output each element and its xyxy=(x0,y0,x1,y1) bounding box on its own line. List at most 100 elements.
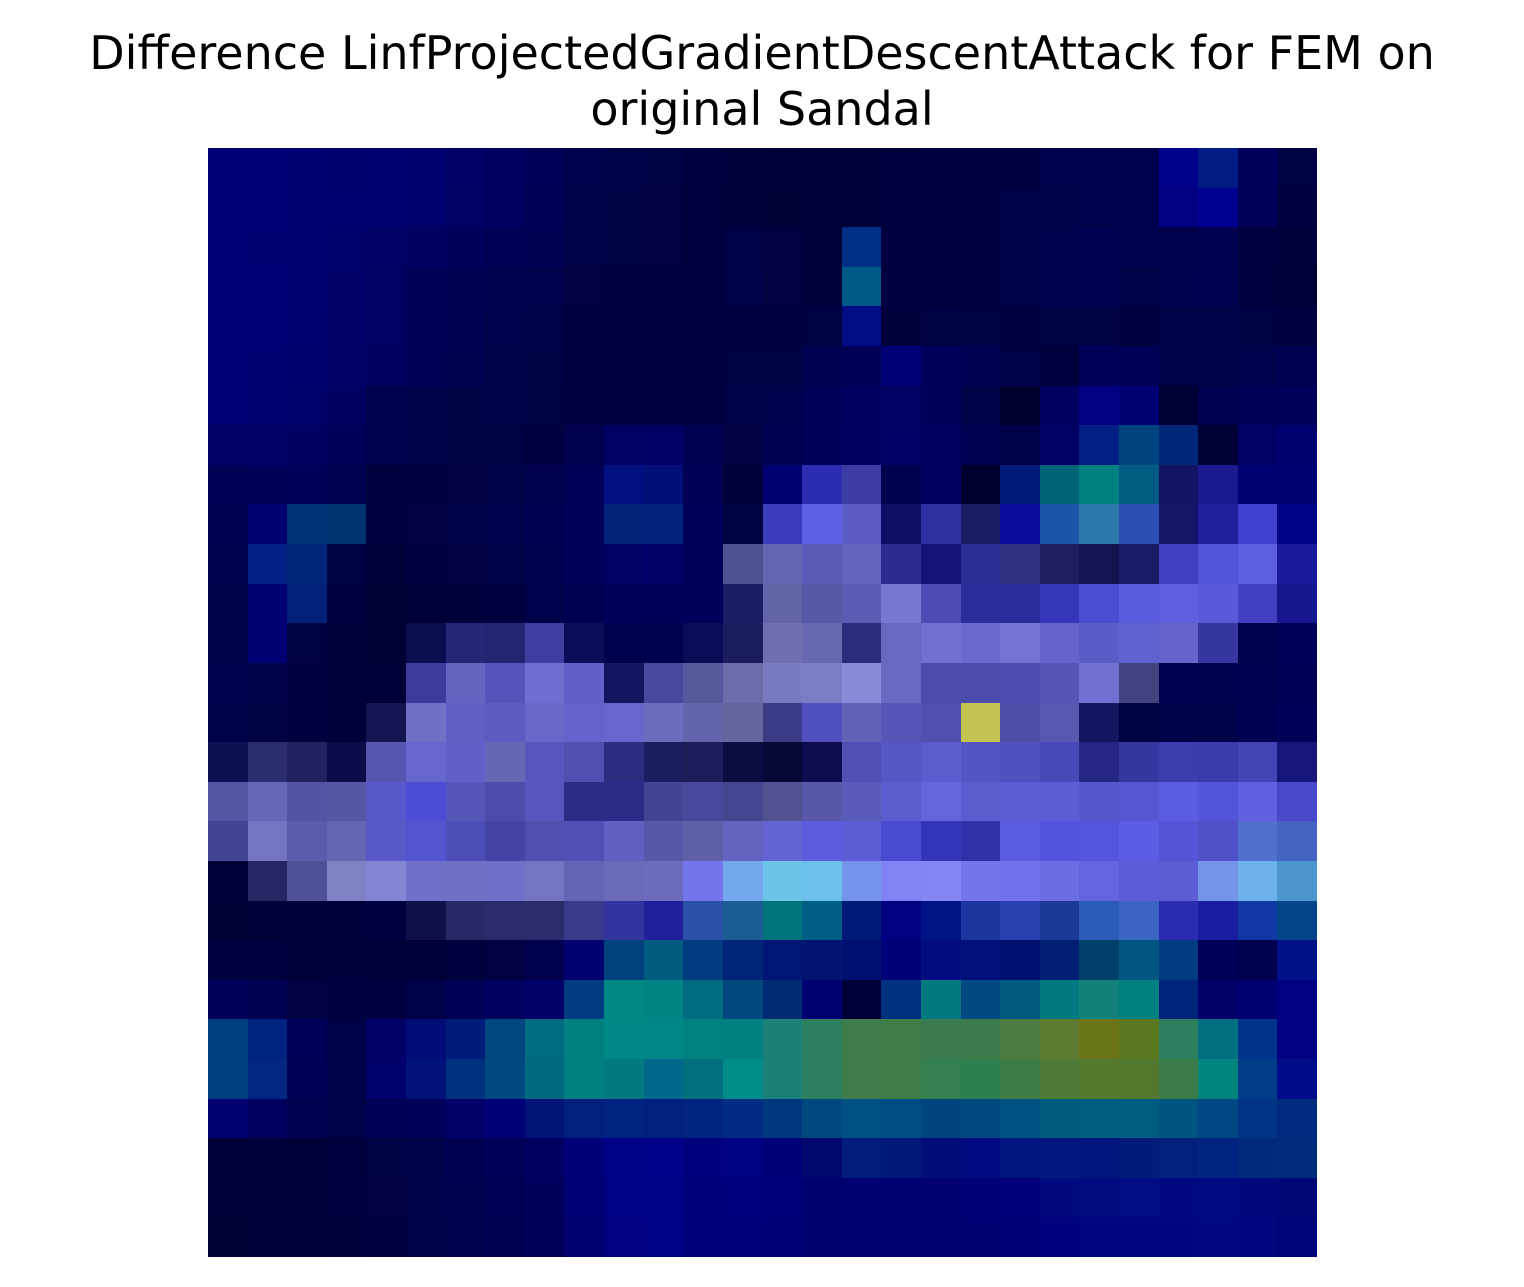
heatmap-cell-r18-c25 xyxy=(1198,861,1239,902)
heatmap-cell-r23-c22 xyxy=(1079,1059,1120,1100)
heatmap-cell-r27-c27 xyxy=(1277,1217,1317,1257)
heatmap-cell-r16-c14 xyxy=(763,782,803,822)
heatmap-cell-r4-c8 xyxy=(525,306,565,347)
heatmap-cell-r6-c16 xyxy=(842,386,882,426)
heatmap-cell-r14-c18 xyxy=(921,703,962,743)
heatmap-cell-r1-c9 xyxy=(564,188,605,228)
heatmap-cell-r8-c9 xyxy=(564,465,605,505)
heatmap-cell-r10-c21 xyxy=(1040,544,1080,585)
heatmap-cell-r10-c12 xyxy=(683,544,724,585)
heatmap-cell-r24-c10 xyxy=(604,1099,645,1139)
heatmap-cell-r9-c26 xyxy=(1238,504,1278,545)
heatmap-cell-r2-c14 xyxy=(763,227,803,268)
heatmap-cell-r27-c21 xyxy=(1040,1217,1080,1257)
heatmap-cell-r16-c19 xyxy=(961,782,1001,822)
heatmap-cell-r10-c22 xyxy=(1079,544,1120,585)
heatmap-cell-r8-c24 xyxy=(1159,465,1199,505)
heatmap-cell-r13-c25 xyxy=(1198,663,1239,704)
heatmap-cell-r21-c2 xyxy=(287,980,328,1020)
heatmap-cell-r18-c14 xyxy=(763,861,803,902)
heatmap-cell-r4-c1 xyxy=(248,306,288,347)
heatmap-cell-r14-c25 xyxy=(1198,703,1239,743)
heatmap-cell-r26-c9 xyxy=(564,1178,605,1218)
heatmap-cell-r0-c19 xyxy=(961,148,1001,189)
heatmap-cell-r16-c0 xyxy=(208,782,249,822)
heatmap-cell-r0-c26 xyxy=(1238,148,1278,189)
heatmap-cell-r8-c25 xyxy=(1198,465,1239,505)
heatmap-cell-r22-c3 xyxy=(327,1019,367,1060)
heatmap-cell-r14-c20 xyxy=(1000,703,1041,743)
heatmap-cell-r2-c22 xyxy=(1079,227,1120,268)
heatmap-cell-r25-c26 xyxy=(1238,1138,1278,1179)
heatmap-cell-r5-c14 xyxy=(763,346,803,387)
heatmap-cell-r4-c22 xyxy=(1079,306,1120,347)
heatmap-cell-r20-c5 xyxy=(406,940,447,981)
heatmap-cell-r23-c19 xyxy=(961,1059,1001,1100)
heatmap-cell-r11-c9 xyxy=(564,584,605,624)
heatmap-cell-r18-c19 xyxy=(961,861,1001,902)
heatmap-cell-r1-c25 xyxy=(1198,188,1239,228)
heatmap-cell-r2-c25 xyxy=(1198,227,1239,268)
heatmap-cell-r18-c3 xyxy=(327,861,367,902)
heatmap-cell-r19-c23 xyxy=(1119,901,1160,941)
heatmap-cell-r20-c10 xyxy=(604,940,645,981)
heatmap-cell-r7-c9 xyxy=(564,425,605,466)
heatmap-cell-r20-c17 xyxy=(881,940,922,981)
heatmap-cell-r9-c11 xyxy=(644,504,684,545)
heatmap-cell-r0-c10 xyxy=(604,148,645,189)
heatmap-cell-r9-c16 xyxy=(842,504,882,545)
heatmap-plot xyxy=(208,148,1317,1257)
heatmap-cell-r23-c0 xyxy=(208,1059,249,1100)
heatmap-cell-r0-c4 xyxy=(366,148,407,189)
heatmap-cell-r22-c18 xyxy=(921,1019,962,1060)
heatmap-cell-r11-c0 xyxy=(208,584,249,624)
heatmap-cell-r3-c8 xyxy=(525,267,565,307)
heatmap-cell-r8-c14 xyxy=(763,465,803,505)
heatmap-cell-r3-c19 xyxy=(961,267,1001,307)
heatmap-cell-r1-c6 xyxy=(446,188,486,228)
heatmap-cell-r11-c12 xyxy=(683,584,724,624)
heatmap-cell-r22-c24 xyxy=(1159,1019,1199,1060)
heatmap-cell-r19-c12 xyxy=(683,901,724,941)
heatmap-cell-r18-c26 xyxy=(1238,861,1278,902)
heatmap-cell-r9-c9 xyxy=(564,504,605,545)
heatmap-cell-r1-c1 xyxy=(248,188,288,228)
heatmap-cell-r0-c15 xyxy=(802,148,843,189)
heatmap-cell-r3-c13 xyxy=(723,267,764,307)
heatmap-cell-r16-c18 xyxy=(921,782,962,822)
heatmap-cell-r2-c9 xyxy=(564,227,605,268)
heatmap-cell-r24-c25 xyxy=(1198,1099,1239,1139)
heatmap-cell-r20-c9 xyxy=(564,940,605,981)
heatmap-cell-r3-c10 xyxy=(604,267,645,307)
heatmap-cell-r4-c12 xyxy=(683,306,724,347)
heatmap-cell-r2-c19 xyxy=(961,227,1001,268)
heatmap-cell-r19-c3 xyxy=(327,901,367,941)
heatmap-cell-r8-c5 xyxy=(406,465,447,505)
heatmap-cell-r21-c6 xyxy=(446,980,486,1020)
heatmap-cell-r3-c22 xyxy=(1079,267,1120,307)
heatmap-cell-r25-c14 xyxy=(763,1138,803,1179)
heatmap-cell-r21-c14 xyxy=(763,980,803,1020)
heatmap-cell-r25-c15 xyxy=(802,1138,843,1179)
heatmap-cell-r11-c17 xyxy=(881,584,922,624)
heatmap-cell-r6-c5 xyxy=(406,386,447,426)
heatmap-cell-r16-c9 xyxy=(564,782,605,822)
heatmap-cell-r13-c1 xyxy=(248,663,288,704)
heatmap-cell-r20-c19 xyxy=(961,940,1001,981)
heatmap-cell-r25-c24 xyxy=(1159,1138,1199,1179)
heatmap-cell-r16-c16 xyxy=(842,782,882,822)
heatmap-cell-r13-c15 xyxy=(802,663,843,704)
heatmap-cell-r7-c18 xyxy=(921,425,962,466)
heatmap-cell-r1-c10 xyxy=(604,188,645,228)
heatmap-cell-r24-c24 xyxy=(1159,1099,1199,1139)
heatmap-cell-r24-c12 xyxy=(683,1099,724,1139)
heatmap-cell-r22-c2 xyxy=(287,1019,328,1060)
heatmap-cell-r26-c5 xyxy=(406,1178,447,1218)
heatmap-cell-r20-c6 xyxy=(446,940,486,981)
heatmap-cell-r25-c0 xyxy=(208,1138,249,1179)
heatmap-cell-r6-c18 xyxy=(921,386,962,426)
heatmap-cell-r24-c22 xyxy=(1079,1099,1120,1139)
heatmap-cell-r11-c25 xyxy=(1198,584,1239,624)
heatmap-cell-r24-c8 xyxy=(525,1099,565,1139)
heatmap-cell-r10-c18 xyxy=(921,544,962,585)
